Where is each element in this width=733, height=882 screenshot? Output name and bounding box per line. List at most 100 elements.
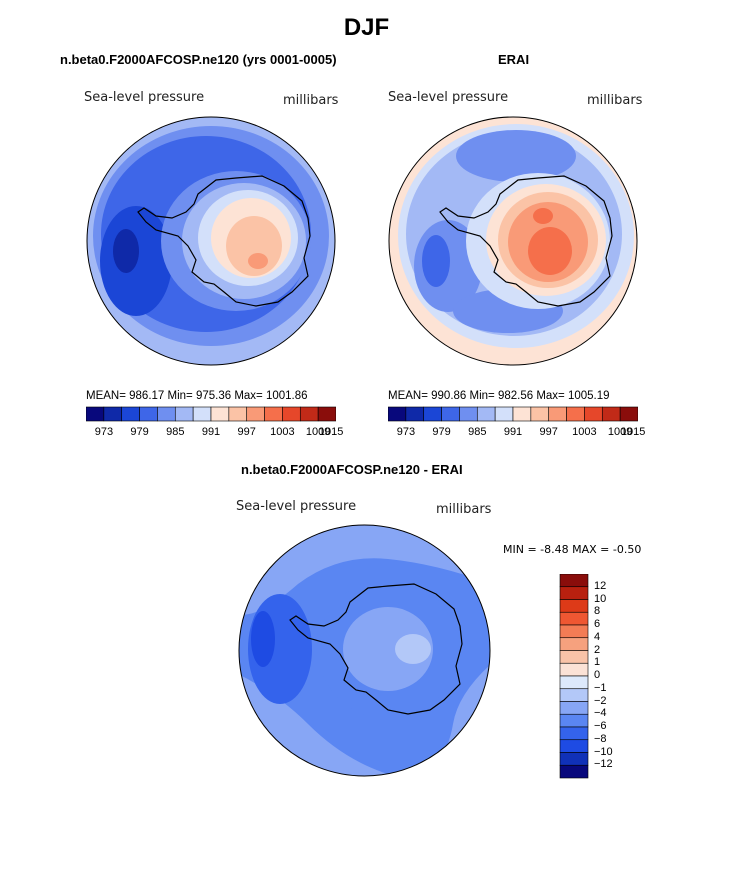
- left-colorbar-box: [282, 406, 301, 422]
- diff-colorbar-box: [559, 637, 589, 651]
- right-colorbar-box: [566, 406, 585, 422]
- right-colorbar-ticks: 973 979 985 991 997 1003 1009 1015: [388, 426, 646, 440]
- diff-colorbar-box: [559, 624, 589, 639]
- right-colorbar-box: [601, 406, 621, 422]
- diff-colorbar-tick: −4: [594, 707, 607, 720]
- left-panel-title: n.beta0.F2000AFCOSP.ne120 (yrs 0001-0005…: [60, 52, 337, 67]
- diff-colorbar-box: [559, 599, 589, 613]
- diff-stats: MIN = -8.48 MAX = -0.50: [503, 543, 642, 556]
- right-colorbar-box: [423, 406, 442, 422]
- right-colorbar-box: [548, 406, 567, 422]
- right-colorbar-tick: 1015: [620, 426, 646, 438]
- diff-colorbar-tick: −1: [594, 681, 607, 694]
- right-colorbar-tick: 997: [539, 426, 558, 438]
- right-field-ant-6: [533, 208, 553, 224]
- left-colorbar-box: [157, 406, 176, 422]
- left-stats: MEAN= 986.17 Min= 975.36 Max= 1001.86: [86, 390, 308, 402]
- left-variable-label: Sea-level pressure: [84, 90, 205, 105]
- diff-panel-title: n.beta0.F2000AFCOSP.ne120 - ERAI: [241, 462, 463, 477]
- left-polar-map: [86, 116, 336, 366]
- diff-colorbar-box: [559, 739, 589, 753]
- diff-colorbar-box: [559, 752, 589, 766]
- right-colorbar-box: [441, 406, 460, 422]
- right-colorbar-tick: 1009: [607, 426, 633, 438]
- diff-polar-map: [238, 524, 491, 777]
- diff-colorbar-box: [559, 662, 589, 677]
- diff-colorbar-tick: −10: [594, 745, 613, 758]
- left-field-ant-max: [248, 253, 268, 269]
- left-antarctica-coastline: [137, 175, 311, 307]
- right-colorbar-box: [512, 406, 532, 422]
- left-colorbar-box: [264, 406, 283, 422]
- right-polar-map: [388, 116, 638, 366]
- right-field-low: [422, 235, 450, 287]
- diff-field-north: [239, 525, 490, 615]
- diff-colorbar-box: [559, 675, 589, 690]
- right-colorbar-box: [494, 406, 514, 422]
- diff-colorbar-tick: 12: [594, 579, 607, 592]
- left-colorbar-box: [139, 406, 158, 422]
- right-colorbar-box: [405, 406, 425, 422]
- left-colorbar-tick: 1003: [270, 426, 295, 438]
- left-colorbar-ticks: 973 979 985 991 997 1003 1009 1015: [86, 426, 344, 440]
- left-units-label: millibars: [283, 93, 339, 108]
- diff-colorbar-tick: 8: [594, 605, 601, 618]
- right-colorbar-box: [619, 406, 638, 422]
- diff-colorbar-box: [559, 574, 589, 588]
- left-colorbar-box: [246, 406, 265, 422]
- left-colorbar-tick: 991: [201, 426, 221, 438]
- left-map-border: [86, 116, 336, 366]
- left-colorbar-box: [174, 406, 194, 422]
- left-colorbar-box: [192, 406, 212, 422]
- right-map-border: [388, 116, 638, 366]
- diff-colorbar-tick: −2: [594, 694, 607, 707]
- right-colorbar-box: [530, 406, 550, 422]
- right-units-label: millibars: [587, 93, 643, 108]
- diff-colorbar-tick: 4: [594, 630, 601, 643]
- left-colorbar-box: [121, 406, 140, 422]
- right-colorbar-tick: 979: [432, 426, 451, 438]
- left-colorbar-tick: 1015: [318, 426, 344, 438]
- diff-colorbar-tick: 0: [594, 669, 601, 681]
- right-colorbar-tick: 991: [503, 426, 523, 438]
- right-variable-label: Sea-level pressure: [388, 90, 509, 105]
- diff-field-low-center: [251, 611, 275, 667]
- right-colorbar-box: [584, 406, 603, 422]
- left-colorbar-box: [299, 406, 319, 422]
- left-colorbar-box: [228, 406, 248, 422]
- left-colorbar-tick: 997: [237, 426, 256, 438]
- diff-field-ant-3: [395, 634, 431, 664]
- right-antarctica-coastline: [439, 175, 613, 307]
- right-colorbar-box: [388, 406, 407, 422]
- diff-colorbar: [559, 574, 589, 779]
- left-colorbar-tick: 1009: [305, 426, 331, 438]
- diff-colorbar-tick: −6: [594, 720, 607, 732]
- diff-colorbar-tick: 6: [594, 618, 601, 630]
- right-field-trough-north: [456, 130, 576, 182]
- diff-colorbar-box: [559, 764, 589, 779]
- diff-colorbar-tick: −8: [594, 732, 607, 745]
- diff-map-border: [238, 524, 491, 777]
- figure-title: DJF: [343, 14, 390, 41]
- right-colorbar: [388, 406, 638, 422]
- diff-colorbar-box: [559, 713, 589, 728]
- left-colorbar-box: [86, 406, 105, 422]
- diff-colorbar-box: [559, 701, 589, 715]
- diff-colorbar-tick: 1: [594, 656, 601, 669]
- diff-variable-label: Sea-level pressure: [236, 499, 357, 514]
- diff-field-ant-2: [343, 607, 433, 691]
- diff-colorbar-tick: 10: [594, 592, 607, 605]
- diff-colorbar-tick: −12: [594, 758, 613, 771]
- right-panel-title: ERAI: [498, 52, 530, 67]
- right-field-ant-5: [528, 227, 572, 275]
- left-colorbar: [86, 406, 336, 422]
- diff-colorbar-box: [559, 650, 589, 664]
- diff-antarctica-coastline: [289, 583, 463, 715]
- right-colorbar-box: [459, 406, 478, 422]
- right-colorbar-tick: 1003: [572, 426, 597, 438]
- diff-colorbar-tick: 2: [594, 643, 601, 656]
- right-colorbar-tick: 973: [396, 426, 416, 438]
- diff-colorbar-box: [559, 688, 589, 702]
- diff-colorbar-box: [559, 586, 589, 600]
- right-stats: MEAN= 990.86 Min= 982.56 Max= 1005.19: [388, 390, 610, 402]
